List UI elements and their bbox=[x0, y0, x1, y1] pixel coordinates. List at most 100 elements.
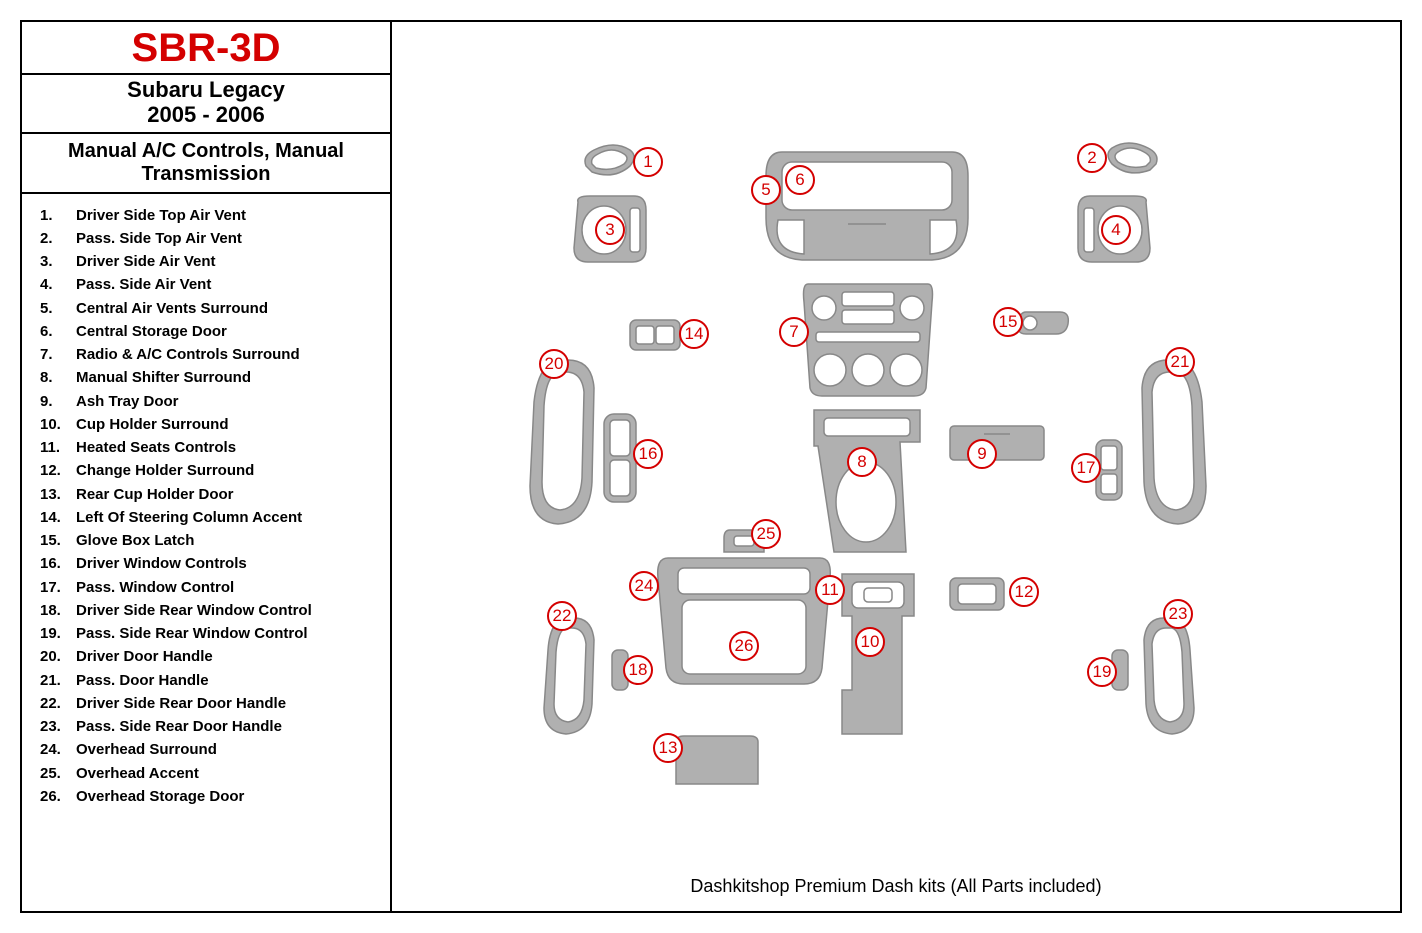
parts-list-label: Pass. Side Rear Door Handle bbox=[76, 715, 282, 738]
parts-list-row: 25.Overhead Accent bbox=[40, 762, 378, 785]
parts-list-num: 2. bbox=[40, 227, 76, 250]
variant-block: Manual A/C Controls, Manual Transmission bbox=[22, 134, 390, 194]
parts-list-num: 26. bbox=[40, 785, 76, 808]
parts-list-label: Pass. Side Air Vent bbox=[76, 273, 211, 296]
parts-list-num: 21. bbox=[40, 669, 76, 692]
parts-list-num: 20. bbox=[40, 645, 76, 668]
parts-list-row: 11.Heated Seats Controls bbox=[40, 436, 378, 459]
parts-list-row: 6.Central Storage Door bbox=[40, 320, 378, 343]
part-20-shape bbox=[528, 358, 596, 526]
footer-text: Dashkitshop Premium Dash kits (All Parts… bbox=[392, 876, 1400, 897]
callout-14: 14 bbox=[679, 319, 709, 349]
parts-list-num: 17. bbox=[40, 576, 76, 599]
part-12-shape bbox=[948, 576, 1006, 612]
callout-1: 1 bbox=[633, 147, 663, 177]
parts-list-row: 21.Pass. Door Handle bbox=[40, 669, 378, 692]
parts-list-num: 8. bbox=[40, 366, 76, 389]
parts-list-num: 1. bbox=[40, 204, 76, 227]
parts-list-num: 13. bbox=[40, 483, 76, 506]
callout-2: 2 bbox=[1077, 143, 1107, 173]
parts-list-num: 19. bbox=[40, 622, 76, 645]
sku-block: SBR-3D bbox=[22, 22, 390, 75]
parts-list-num: 25. bbox=[40, 762, 76, 785]
parts-list-row: 22.Driver Side Rear Door Handle bbox=[40, 692, 378, 715]
sku: SBR-3D bbox=[22, 26, 390, 71]
callout-20: 20 bbox=[539, 349, 569, 379]
parts-list-label: Central Storage Door bbox=[76, 320, 227, 343]
part-14-shape bbox=[628, 318, 682, 352]
callout-10: 10 bbox=[855, 627, 885, 657]
variant-line2: Transmission bbox=[30, 163, 382, 186]
callout-21: 21 bbox=[1165, 347, 1195, 377]
callout-3: 3 bbox=[595, 215, 625, 245]
parts-list-label: Driver Side Rear Window Control bbox=[76, 599, 312, 622]
parts-list-label: Pass. Door Handle bbox=[76, 669, 209, 692]
parts-list-num: 22. bbox=[40, 692, 76, 715]
parts-list-num: 14. bbox=[40, 506, 76, 529]
parts-list-label: Driver Side Top Air Vent bbox=[76, 204, 246, 227]
parts-list-num: 15. bbox=[40, 529, 76, 552]
parts-list-row: 2.Pass. Side Top Air Vent bbox=[40, 227, 378, 250]
parts-list-num: 5. bbox=[40, 297, 76, 320]
part-9-shape bbox=[948, 424, 1046, 462]
part-22-shape bbox=[542, 616, 596, 736]
parts-list-label: Driver Door Handle bbox=[76, 645, 213, 668]
callout-8: 8 bbox=[847, 447, 877, 477]
parts-list-label: Ash Tray Door bbox=[76, 390, 179, 413]
callout-5: 5 bbox=[751, 175, 781, 205]
parts-list-label: Driver Side Rear Door Handle bbox=[76, 692, 286, 715]
parts-list-row: 26.Overhead Storage Door bbox=[40, 785, 378, 808]
parts-list-num: 10. bbox=[40, 413, 76, 436]
parts-list-label: Manual Shifter Surround bbox=[76, 366, 251, 389]
left-panel: SBR-3D Subaru Legacy 2005 - 2006 Manual … bbox=[22, 22, 392, 911]
model: Subaru Legacy bbox=[22, 77, 390, 102]
variant-line1: Manual A/C Controls, Manual bbox=[30, 140, 382, 163]
callout-13: 13 bbox=[653, 733, 683, 763]
parts-list-label: Overhead Storage Door bbox=[76, 785, 244, 808]
parts-list-label: Pass. Side Top Air Vent bbox=[76, 227, 242, 250]
parts-list-row: 18.Driver Side Rear Window Control bbox=[40, 599, 378, 622]
parts-list-row: 17.Pass. Window Control bbox=[40, 576, 378, 599]
callout-19: 19 bbox=[1087, 657, 1117, 687]
parts-list-row: 15.Glove Box Latch bbox=[40, 529, 378, 552]
parts-list-label: Central Air Vents Surround bbox=[76, 297, 268, 320]
parts-list-label: Change Holder Surround bbox=[76, 459, 254, 482]
frame: SBR-3D Subaru Legacy 2005 - 2006 Manual … bbox=[20, 20, 1402, 913]
callout-23: 23 bbox=[1163, 599, 1193, 629]
callout-12: 12 bbox=[1009, 577, 1039, 607]
parts-list-label: Pass. Window Control bbox=[76, 576, 234, 599]
parts-list-row: 24.Overhead Surround bbox=[40, 738, 378, 761]
parts-list-row: 5.Central Air Vents Surround bbox=[40, 297, 378, 320]
parts-list-label: Overhead Accent bbox=[76, 762, 199, 785]
part-21-shape bbox=[1140, 358, 1208, 526]
callout-16: 16 bbox=[633, 439, 663, 469]
parts-list-row: 14.Left Of Steering Column Accent bbox=[40, 506, 378, 529]
parts-list-label: Glove Box Latch bbox=[76, 529, 194, 552]
parts-list-row: 8.Manual Shifter Surround bbox=[40, 366, 378, 389]
parts-list-row: 4.Pass. Side Air Vent bbox=[40, 273, 378, 296]
callout-17: 17 bbox=[1071, 453, 1101, 483]
parts-list-row: 9.Ash Tray Door bbox=[40, 390, 378, 413]
parts-list-row: 12.Change Holder Surround bbox=[40, 459, 378, 482]
parts-list-label: Driver Side Air Vent bbox=[76, 250, 216, 273]
part-13-shape bbox=[674, 734, 760, 786]
part-1-shape bbox=[580, 142, 638, 178]
part-23-shape bbox=[1142, 616, 1196, 736]
parts-list-row: 20.Driver Door Handle bbox=[40, 645, 378, 668]
parts-list-row: 1.Driver Side Top Air Vent bbox=[40, 204, 378, 227]
callout-11: 11 bbox=[815, 575, 845, 605]
parts-list-label: Heated Seats Controls bbox=[76, 436, 236, 459]
callout-18: 18 bbox=[623, 655, 653, 685]
parts-list-num: 18. bbox=[40, 599, 76, 622]
callout-25: 25 bbox=[751, 519, 781, 549]
part-7-shape bbox=[802, 278, 934, 398]
callout-9: 9 bbox=[967, 439, 997, 469]
parts-list-num: 4. bbox=[40, 273, 76, 296]
parts-list-label: Overhead Surround bbox=[76, 738, 217, 761]
parts-list-row: 16.Driver Window Controls bbox=[40, 552, 378, 575]
parts-list-label: Left Of Steering Column Accent bbox=[76, 506, 302, 529]
parts-list-label: Pass. Side Rear Window Control bbox=[76, 622, 308, 645]
callout-15: 15 bbox=[993, 307, 1023, 337]
parts-list-num: 7. bbox=[40, 343, 76, 366]
years: 2005 - 2006 bbox=[22, 102, 390, 127]
